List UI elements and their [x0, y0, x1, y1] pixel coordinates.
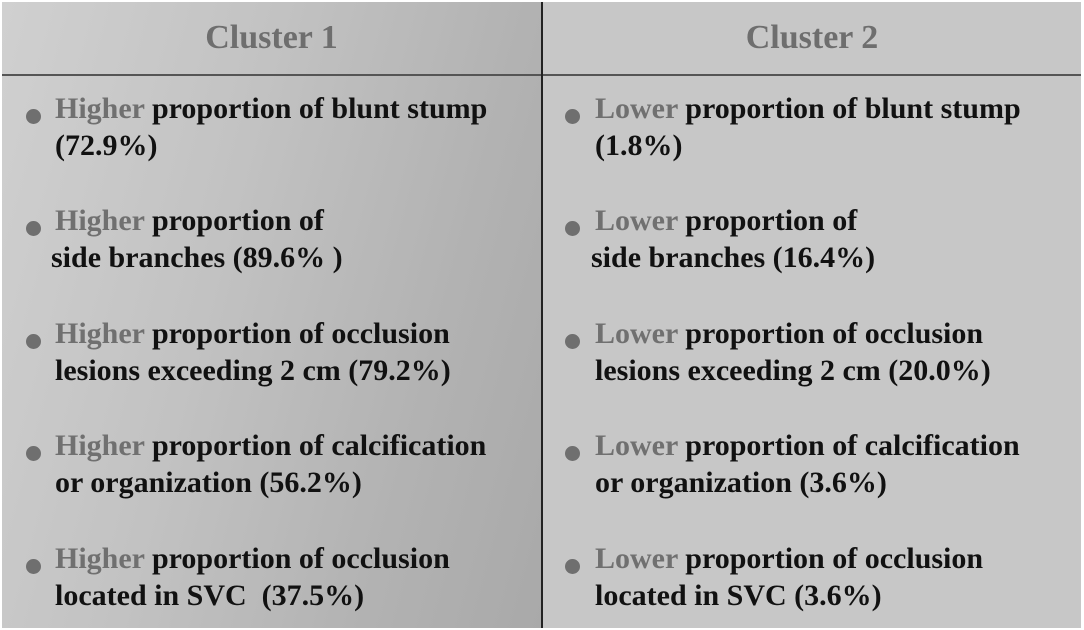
item-line1: proportion of occlusion	[144, 317, 450, 350]
item-text: Higher proportion of side branches (89.6…	[51, 202, 343, 276]
bullet-icon	[565, 559, 580, 574]
item-line1: proportion of blunt stump	[144, 92, 488, 125]
item-line1: proportion of calcification	[677, 429, 1020, 462]
item-text: Lower proportion of blunt stump (1.8%)	[595, 90, 1021, 164]
cluster-2-header: Cluster 2	[745, 19, 879, 56]
bullet-icon	[565, 446, 580, 461]
item-text: Higher proportion of calcification or or…	[55, 427, 486, 501]
item-keyword: Lower	[595, 429, 678, 462]
item-line1: proportion of	[677, 204, 858, 237]
item-keyword: Lower	[595, 542, 678, 575]
item-text: Lower proportion of side branches (16.4%…	[591, 202, 875, 276]
item-line2: (72.9%)	[55, 129, 158, 162]
bullet-icon	[26, 559, 41, 574]
item-keyword: Higher	[55, 429, 145, 462]
item-text: Lower proportion of calcification or org…	[595, 427, 1020, 501]
bullet-icon	[26, 221, 41, 236]
item-line2: located in SVC (37.5%)	[55, 579, 365, 612]
item-line1: proportion of	[144, 204, 324, 237]
item-line2: or organization (3.6%)	[595, 466, 887, 499]
column-divider	[541, 2, 543, 628]
cluster-1-column: Cluster 1 Higher proportion of blunt stu…	[2, 2, 541, 628]
item-keyword: Lower	[595, 204, 678, 237]
header-divider	[2, 74, 541, 76]
item-line1: proportion of occlusion	[144, 542, 450, 575]
item-keyword: Lower	[595, 317, 678, 350]
item-line2: lesions exceeding 2 cm (79.2%)	[55, 354, 451, 387]
item-line1: proportion of calcification	[144, 429, 487, 462]
item-line1: proportion of blunt stump	[677, 92, 1021, 125]
item-text: Lower proportion of occlusion located in…	[595, 540, 983, 614]
item-line2: located in SVC (3.6%)	[595, 579, 882, 612]
bullet-icon	[565, 334, 580, 349]
item-line1: proportion of occlusion	[677, 542, 984, 575]
item-text: Higher proportion of occlusion lesions e…	[55, 315, 451, 389]
bullet-icon	[26, 334, 41, 349]
item-text: Lower proportion of occlusion lesions ex…	[595, 315, 991, 389]
item-keyword: Higher	[55, 542, 145, 575]
item-keyword: Lower	[595, 92, 678, 125]
cluster-2-column: Cluster 2 Lower proportion of blunt stum…	[543, 2, 1081, 628]
item-line2: side branches (89.6% )	[51, 241, 343, 274]
item-keyword: Higher	[55, 92, 145, 125]
header-divider	[543, 74, 1081, 76]
bullet-icon	[26, 446, 41, 461]
item-line2: side branches (16.4%)	[591, 241, 876, 274]
item-keyword: Higher	[55, 204, 145, 237]
item-line2: lesions exceeding 2 cm (20.0%)	[595, 354, 991, 387]
bullet-icon	[565, 221, 580, 236]
cluster-1-header: Cluster 1	[205, 19, 338, 56]
item-line1: proportion of occlusion	[677, 317, 984, 350]
item-keyword: Higher	[55, 317, 145, 350]
item-text: Higher proportion of blunt stump (72.9%)	[55, 90, 487, 164]
bullet-icon	[26, 109, 41, 124]
item-line2: or organization (56.2%)	[55, 466, 362, 499]
bullet-icon	[565, 109, 580, 124]
item-text: Higher proportion of occlusion located i…	[55, 540, 450, 614]
item-line2: (1.8%)	[595, 129, 683, 162]
